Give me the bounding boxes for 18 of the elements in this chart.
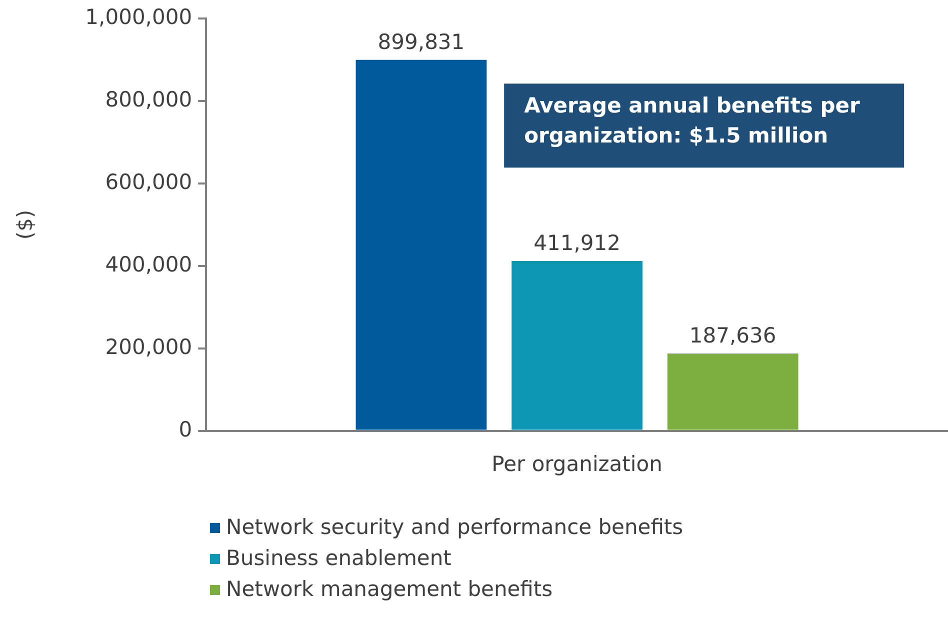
y-tick-label: 200,000 xyxy=(105,334,192,359)
x-tick-label: Per organization xyxy=(492,452,662,476)
data-label: 187,636 xyxy=(689,323,776,348)
legend-label: Network security and performance benefits xyxy=(226,514,684,541)
bar xyxy=(356,60,487,430)
bar xyxy=(512,261,642,430)
y-tick-label: 1,000,000 xyxy=(85,5,192,30)
y-axis-title: ($) xyxy=(13,210,38,240)
legend-label: Network management benefits xyxy=(226,576,553,603)
y-tick-label: 0 xyxy=(178,417,192,442)
legend-label: Business enablement xyxy=(226,545,452,572)
data-label: 899,831 xyxy=(378,30,465,54)
y-tick-label: 600,000 xyxy=(105,170,192,194)
y-tick-label: 800,000 xyxy=(105,87,192,112)
annotation: Average annual benefits per organization: $1.5 million xyxy=(524,94,860,148)
data-label: 411,912 xyxy=(534,230,620,255)
y-tick-label: 400,000 xyxy=(105,252,192,276)
bar xyxy=(667,353,798,430)
